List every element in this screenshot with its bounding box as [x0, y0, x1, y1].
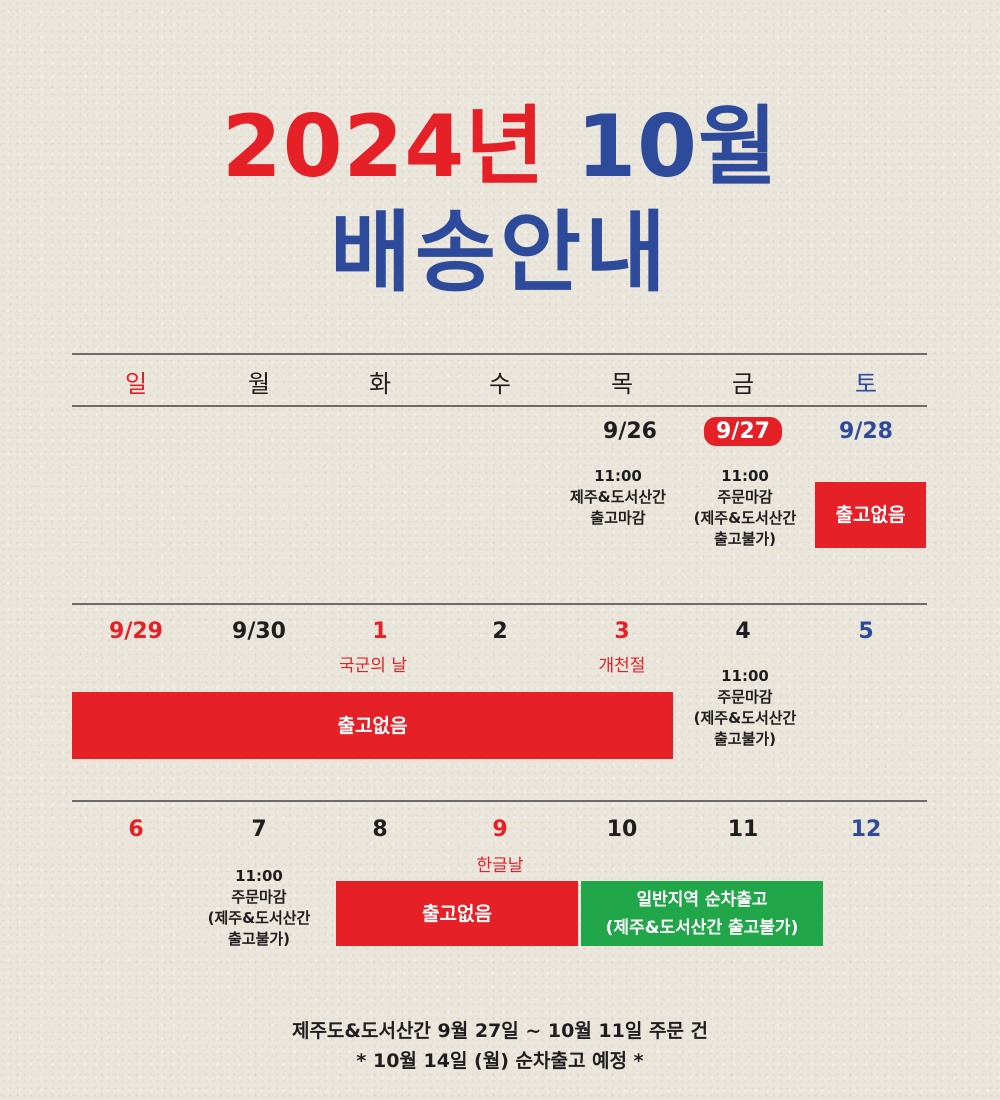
- date-10-1: 1: [372, 619, 388, 644]
- note-9-27: 11:00 주문마감 (제주&도서산간 출고불가): [693, 467, 797, 548]
- holiday-foundation-day: 개천절: [598, 656, 646, 676]
- date-10-11: 11: [727, 817, 759, 842]
- date-10-5: 5: [858, 619, 874, 644]
- date-10-8: 8: [372, 817, 388, 842]
- footer-line-2: * 10월 14일 (월) 순차출고 예정 *: [356, 1050, 644, 1072]
- date-10-7: 7: [251, 817, 267, 842]
- page-title: 2024년 10월: [0, 100, 1000, 195]
- weekday-wed: 수: [488, 370, 512, 398]
- date-9-29: 9/29: [109, 619, 163, 644]
- no-shipping-box-week3: 출고없음: [336, 881, 578, 946]
- date-10-4: 4: [735, 619, 751, 644]
- holiday-armed-forces-day: 국군의 날: [339, 656, 407, 676]
- date-9-26: 9/26: [603, 419, 657, 444]
- date-10-6: 6: [128, 817, 144, 842]
- weekday-thu: 목: [610, 370, 634, 398]
- weekday-tue: 화: [368, 370, 392, 398]
- weekday-fri: 금: [731, 370, 755, 398]
- note-9-26: 11:00 제주&도서산간 출고마감: [570, 467, 666, 527]
- note-10-4: 11:00 주문마감 (제주&도서산간 출고불가): [693, 667, 797, 748]
- title-year: 2024년: [221, 97, 546, 197]
- no-shipping-box-week2: 출고없음: [72, 692, 673, 759]
- footer-line-1: 제주도&도서산간 9월 27일 ~ 10월 11일 주문 건: [291, 1020, 709, 1042]
- date-9-30: 9/30: [232, 619, 286, 644]
- page-subtitle: 배송안내: [330, 201, 670, 304]
- date-9-28: 9/28: [839, 419, 893, 444]
- weekday-sat: 토: [854, 370, 878, 398]
- note-10-7: 11:00 주문마감 (제주&도서산간 출고불가): [207, 867, 311, 948]
- date-10-2: 2: [492, 619, 508, 644]
- general-shipping-box: 일반지역 순차출고 (제주&도서산간 출고불가): [581, 881, 823, 946]
- title-month: 10월: [576, 97, 779, 197]
- weekday-sun: 일: [124, 370, 148, 398]
- date-10-3: 3: [614, 619, 630, 644]
- date-10-10: 10: [606, 817, 638, 842]
- no-shipping-box-9-28: 출고없음: [815, 482, 926, 548]
- divider-week1: [72, 603, 927, 605]
- date-10-9: 9: [492, 817, 508, 842]
- weekday-mon: 월: [247, 370, 271, 398]
- divider-header: [72, 405, 927, 407]
- date-9-27: 9/27: [683, 417, 803, 446]
- date-9-27-highlight: 9/27: [704, 417, 782, 446]
- holiday-hangul-day: 한글날: [476, 856, 524, 876]
- divider-top: [72, 353, 927, 355]
- divider-week2: [72, 800, 927, 802]
- date-10-12: 12: [850, 817, 882, 842]
